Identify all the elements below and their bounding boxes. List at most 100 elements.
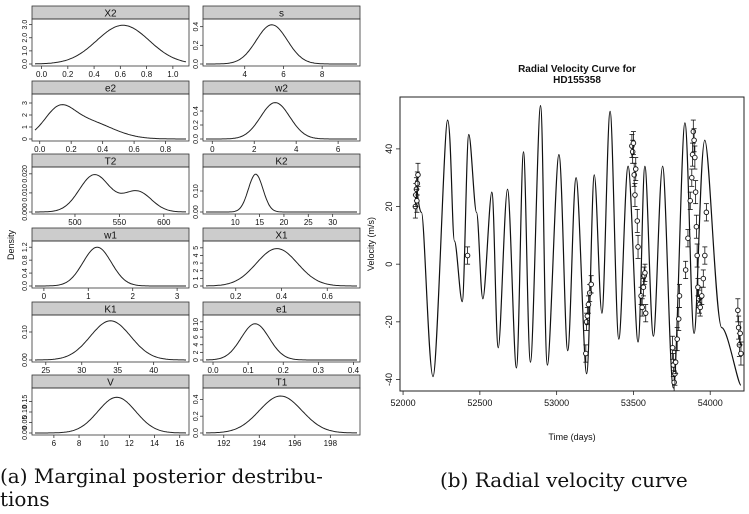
x-tick-label: 0.8: [141, 70, 153, 79]
panel-frame: [202, 387, 361, 436]
rv-data-point: [632, 166, 639, 172]
rv-data-point: [672, 359, 679, 365]
x-tick-label: 0.2: [62, 70, 74, 79]
y-tick-label: 0.00: [22, 426, 29, 440]
x-tick-label: 0.0: [34, 145, 46, 154]
y-tick-label: 1: [22, 125, 29, 129]
y-tick-label: 2.0: [22, 33, 29, 43]
density-curve: [35, 174, 186, 213]
rv-data-point: [692, 154, 698, 161]
density-curve: [35, 396, 187, 434]
y-tick-label: 0.4: [22, 268, 29, 278]
rv-data-point: [675, 316, 682, 322]
x-tick-label: 6: [336, 145, 341, 154]
rv-data-point: [588, 281, 594, 288]
x-tick-label: 4: [242, 70, 247, 79]
rv-x-tick-label: 53500: [621, 398, 646, 408]
y-tick-label: 1.2: [22, 242, 29, 252]
posterior-panel-w2: w2 0 2 4 6 0.0 0.2 0.4: [193, 80, 361, 154]
x-tick-label: 35: [113, 366, 122, 375]
rv-data-point: [635, 244, 641, 250]
x-tick-label: 0.8: [160, 145, 172, 154]
density-curve: [206, 173, 357, 213]
rv-y-tick-label: 40: [384, 144, 394, 154]
y-tick-label: 0: [22, 137, 29, 141]
y-tick-label: 0.020: [22, 165, 29, 183]
y-tick-label: 0.0: [22, 281, 29, 291]
rv-y-tick-label: 20: [384, 202, 394, 212]
y-tick-label: 0.15: [22, 395, 29, 409]
x-tick-label: 0: [210, 145, 215, 154]
x-tick-label: 198: [324, 439, 338, 448]
x-tick-label: 15: [255, 218, 264, 227]
y-tick-label: 0.05: [22, 416, 29, 430]
rv-data-point: [692, 189, 699, 195]
y-tick-label: 2: [22, 113, 29, 117]
x-tick-label: 0.2: [66, 145, 78, 154]
caption-a-line1: (a) Marginal posterior destribu-: [0, 464, 323, 488]
panel-frame: [31, 93, 190, 142]
rv-data-point: [639, 304, 645, 311]
y-tick-label: 0.8: [22, 255, 29, 265]
rv-data-point: [414, 198, 420, 204]
x-tick-label: 25: [304, 218, 313, 227]
panel-title: w1: [103, 231, 117, 242]
y-tick-label: 3.0: [22, 20, 29, 30]
posterior-panel-w1: w1 0 1 2 3 0.0 0.4 0.8 1.2: [22, 227, 190, 301]
rv-data-point: [634, 218, 641, 224]
rv-data-point: [735, 307, 741, 314]
x-tick-label: 0.1: [243, 366, 255, 375]
x-tick-label: 6: [281, 70, 286, 79]
rv-data-point: [583, 350, 589, 357]
rv-title-line2: HD155358: [553, 75, 601, 86]
y-tick-label: 0.4: [193, 22, 200, 32]
y-tick-label: 1: [193, 276, 200, 280]
y-tick-label: 4: [193, 343, 200, 347]
y-tick-label: 2: [193, 269, 200, 273]
y-tick-label: 0.2: [193, 40, 200, 50]
density-curve: [34, 104, 186, 140]
panel-title: V: [107, 378, 114, 389]
x-tick-label: 3: [175, 292, 180, 301]
y-tick-label: 8: [193, 327, 200, 331]
x-tick-label: 6: [52, 439, 57, 448]
posterior-panel-x1: X1 0.2 0.4 0.6 0 1 2 3 4 5: [193, 227, 361, 301]
rv-data-point: [676, 293, 683, 299]
posterior-panel-e2: e2 0.0 0.2 0.4 0.6 0.8 0 1 2 3: [22, 80, 190, 154]
rv-x-tick-label: 52500: [467, 398, 492, 408]
rv-data-point: [584, 313, 591, 319]
rv-y-tick-label: -40: [384, 373, 394, 386]
panel-title: e2: [105, 84, 117, 95]
panel-title: w2: [274, 84, 288, 95]
panel-title: s: [279, 9, 284, 20]
rv-data-point: [630, 140, 637, 146]
y-tick-label: 0.0: [193, 428, 200, 438]
rv-data-point: [694, 252, 700, 259]
rv-x-tick-label: 53000: [544, 398, 569, 408]
panel-frame: [31, 387, 190, 436]
density-curve: [35, 246, 186, 287]
density-curve: [206, 323, 357, 361]
y-tick-label: 0: [193, 284, 200, 288]
rv-data-point: [585, 301, 592, 308]
rv-data-point: [703, 209, 710, 216]
posterior-grid: Density X2 0.0 0.2 0.4 0.6 0.8 1.0 0.0 1.0 2.0 3.0 s…: [6, 5, 361, 448]
y-tick-label: 0.0: [22, 59, 29, 69]
x-tick-label: 0.3: [313, 366, 325, 375]
y-tick-label: 0.4: [193, 106, 200, 116]
rv-y-tick-label: 0: [384, 262, 394, 267]
caption-b: (b) Radial velocity curve: [440, 468, 688, 492]
rv-data-point: [737, 330, 743, 337]
x-tick-label: 0: [42, 292, 47, 301]
posterior-panel-t1: T1 192 194 196 198 0.0 0.2 0.4: [193, 374, 361, 448]
y-tick-label: 6: [193, 335, 200, 339]
y-tick-label: 1.0: [22, 46, 29, 56]
rv-observations: [412, 119, 744, 391]
rv-data-point: [642, 270, 648, 276]
rv-data-point: [691, 137, 697, 143]
panel-title: X1: [275, 231, 288, 242]
rv-data-point: [697, 304, 703, 311]
x-tick-label: 192: [217, 439, 231, 448]
